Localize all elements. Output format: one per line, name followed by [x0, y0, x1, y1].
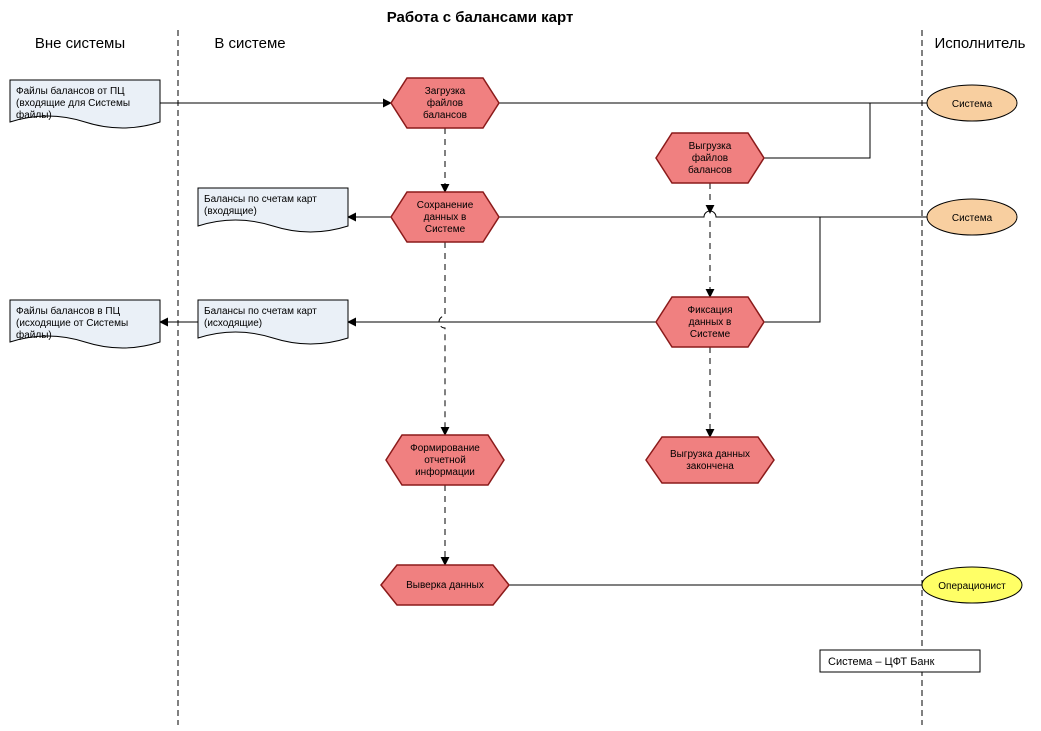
edge — [499, 211, 927, 217]
legend-box: Система – ЦФТ Банк — [820, 650, 980, 672]
actor-label: Система — [952, 99, 993, 110]
process-label: Формирование — [410, 443, 480, 454]
edge — [439, 242, 445, 435]
process-label: данных в — [424, 212, 467, 223]
lane-header: Исполнитель — [935, 35, 1026, 52]
process-label: балансов — [688, 164, 732, 176]
actor-sys-2: Система — [927, 199, 1017, 235]
process-label: отчетной — [424, 455, 466, 466]
process-label: Системе — [690, 329, 731, 340]
document-label: Балансы по счетам карт — [204, 194, 317, 205]
doc-bal-out: Балансы по счетам карт(исходящие) — [198, 300, 348, 344]
doc-in-pc: Файлы балансов от ПЦ(входящие для Систем… — [10, 80, 160, 128]
document-label: (исходящие) — [204, 318, 262, 329]
document-label: Балансы по счетам карт — [204, 306, 317, 317]
process-label: Выгрузка данных — [670, 449, 750, 460]
hex-load: Загрузкафайловбалансов — [391, 78, 499, 128]
hex-save: Сохранениеданных вСистеме — [391, 192, 499, 242]
diagram-title: Работа с балансами карт — [387, 9, 574, 26]
document-label: (входящие для Системы — [16, 98, 130, 109]
hex-verify: Выверка данных — [381, 565, 509, 605]
document-label: Файлы балансов от ПЦ — [16, 85, 125, 97]
process-label: файлов — [427, 97, 463, 109]
process-label: Системе — [425, 224, 466, 235]
process-label: Загрузка — [425, 86, 466, 97]
edge — [764, 103, 870, 158]
process-label: Выверка данных — [406, 580, 484, 591]
actor-label: Система — [952, 213, 993, 224]
lane-header: Вне системы — [35, 35, 125, 52]
document-label: файлы) — [16, 109, 52, 121]
document-label: (входящие) — [204, 206, 257, 217]
document-label: (исходящие от Системы — [16, 318, 128, 329]
process-label: информации — [415, 466, 475, 478]
actor-op: Операционист — [922, 567, 1022, 603]
process-label: Выгрузка — [689, 141, 732, 152]
doc-bal-in: Балансы по счетам карт(входящие) — [198, 188, 348, 232]
doc-out-pc: Файлы балансов в ПЦ(исходящие от Системы… — [10, 300, 160, 348]
lane-header: В системе — [214, 35, 285, 52]
process-label: Сохранение — [417, 200, 474, 211]
document-label: Файлы балансов в ПЦ — [16, 305, 121, 317]
process-label: данных в — [689, 317, 732, 328]
hex-report: Формированиеотчетнойинформации — [386, 435, 504, 485]
document-label: файлы) — [16, 329, 52, 341]
actor-label: Операционист — [938, 581, 1006, 592]
process-label: файлов — [692, 152, 728, 164]
process-label: закончена — [686, 461, 734, 472]
legend-label: Система – ЦФТ Банк — [828, 656, 935, 668]
edge — [764, 217, 820, 322]
process-label: балансов — [423, 109, 467, 121]
hex-done: Выгрузка данныхзакончена — [646, 437, 774, 483]
process-label: Фиксация — [688, 305, 733, 316]
actor-sys-1: Система — [927, 85, 1017, 121]
hex-fix: Фиксацияданных вСистеме — [656, 297, 764, 347]
hex-unload: Выгрузкафайловбалансов — [656, 133, 764, 183]
